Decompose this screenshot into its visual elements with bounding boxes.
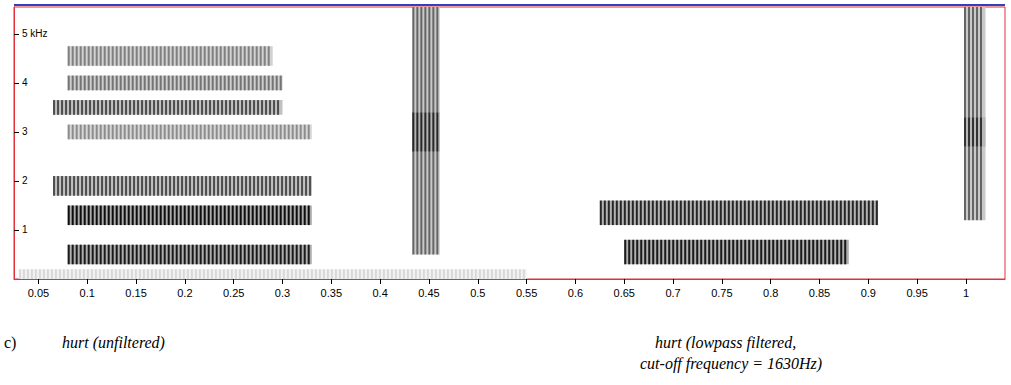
svg-text:0.6: 0.6 — [568, 287, 583, 299]
svg-text:0.35: 0.35 — [321, 287, 342, 299]
svg-text:0.95: 0.95 — [906, 287, 927, 299]
svg-text:0.15: 0.15 — [125, 287, 146, 299]
svg-text:hurt (lowpass filtered,: hurt (lowpass filtered, — [655, 334, 796, 352]
svg-text:0.45: 0.45 — [418, 287, 439, 299]
svg-text:1: 1 — [22, 224, 28, 235]
svg-text:0.8: 0.8 — [763, 287, 778, 299]
svg-text:4: 4 — [22, 77, 28, 88]
svg-text:2: 2 — [22, 175, 28, 186]
svg-text:0.85: 0.85 — [809, 287, 830, 299]
svg-text:1: 1 — [963, 287, 969, 299]
svg-text:0.55: 0.55 — [516, 287, 537, 299]
svg-text:0.65: 0.65 — [614, 287, 635, 299]
svg-text:0.7: 0.7 — [665, 287, 680, 299]
svg-text:0.4: 0.4 — [372, 287, 387, 299]
svg-text:c): c) — [4, 334, 16, 352]
svg-text:hurt (unfiltered): hurt (unfiltered) — [62, 334, 165, 352]
svg-text:3: 3 — [22, 126, 28, 137]
svg-text:0.5: 0.5 — [470, 287, 485, 299]
svg-text:cut-off frequency = 1630Hz): cut-off frequency = 1630Hz) — [640, 355, 822, 373]
svg-text:5 kHz: 5 kHz — [22, 28, 48, 39]
svg-text:0.9: 0.9 — [861, 287, 876, 299]
svg-text:0.1: 0.1 — [80, 287, 95, 299]
svg-text:0.25: 0.25 — [223, 287, 244, 299]
svg-text:0.3: 0.3 — [275, 287, 290, 299]
svg-text:0.2: 0.2 — [177, 287, 192, 299]
svg-text:0.75: 0.75 — [711, 287, 732, 299]
svg-text:0.05: 0.05 — [28, 287, 49, 299]
